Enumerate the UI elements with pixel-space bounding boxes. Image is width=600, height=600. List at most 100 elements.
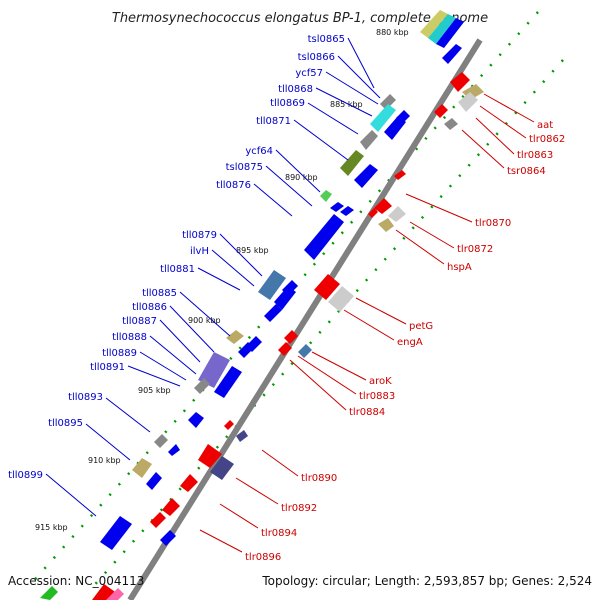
gene-arrow[interactable] (436, 18, 464, 48)
gene-label-tsr0864[interactable]: tsr0864 (507, 166, 546, 177)
gene-arrow[interactable] (360, 130, 378, 150)
leader-line (475, 117, 515, 155)
gene-label-hspA[interactable]: hspA (447, 262, 472, 273)
gene-label-tlr0894[interactable]: tlr0894 (261, 528, 297, 539)
gene-arrow[interactable] (396, 110, 410, 124)
gene-arrow[interactable] (368, 208, 378, 218)
gene-arrow[interactable] (198, 444, 222, 468)
gene-label-tll0881[interactable]: tll0881 (160, 264, 195, 275)
gene-label-tll0889[interactable]: tll0889 (102, 348, 137, 359)
gene-label-engA[interactable]: engA (397, 337, 423, 348)
gene-label-tll0871[interactable]: tll0871 (256, 116, 291, 127)
scale-910: 910 kbp (88, 456, 121, 465)
gene-label-tsl0866[interactable]: tsl0866 (298, 52, 335, 63)
gene-label-tlr0870[interactable]: tlr0870 (475, 218, 511, 229)
gene-label-tlr0883[interactable]: tlr0883 (359, 391, 395, 402)
gene-label-tlr0872[interactable]: tlr0872 (457, 244, 493, 255)
gene-arrow[interactable] (194, 378, 210, 394)
gene-label-tll0869[interactable]: tll0869 (270, 98, 305, 109)
gene-arrow[interactable] (198, 352, 230, 388)
gene-arrow[interactable] (320, 190, 332, 202)
reverse-strand-features (40, 10, 464, 600)
gene-arrow[interactable] (434, 104, 448, 118)
leader-line (347, 37, 375, 89)
gene-label-aroK[interactable]: aroK (369, 376, 392, 387)
gene-arrow[interactable] (284, 330, 298, 344)
gene-arrow[interactable] (160, 530, 176, 546)
gene-arrow[interactable] (458, 92, 478, 112)
gene-arrow[interactable] (188, 412, 204, 428)
gene-arrow[interactable] (374, 198, 392, 214)
gene-label-ilvH[interactable]: ilvH (190, 246, 209, 257)
gene-arrow[interactable] (162, 498, 180, 516)
gene-label-tlr0862[interactable]: tlr0862 (529, 134, 565, 145)
gene-label-tsl0865[interactable]: tsl0865 (308, 34, 345, 45)
gene-label-tlr0863[interactable]: tlr0863 (517, 150, 553, 161)
leader-line (149, 335, 197, 375)
gene-arrow[interactable] (380, 94, 396, 110)
gene-arrow[interactable] (450, 72, 470, 92)
gene-label-tll0879[interactable]: tll0879 (182, 230, 217, 241)
gene-label-tlr0892[interactable]: tlr0892 (281, 503, 317, 514)
gene-arrow[interactable] (370, 104, 396, 132)
gene-label-tll0891[interactable]: tll0891 (90, 362, 125, 373)
gene-arrow[interactable] (264, 304, 282, 322)
gene-arrow[interactable] (304, 214, 344, 260)
gene-arrow[interactable] (258, 270, 286, 300)
gene-arrow[interactable] (210, 456, 234, 480)
gene-arrow[interactable] (214, 366, 242, 398)
gene-arrow[interactable] (388, 206, 406, 222)
gene-arrow[interactable] (340, 206, 354, 216)
gene-label-tlr0884[interactable]: tlr0884 (349, 407, 385, 418)
gene-label-tll0899[interactable]: tll0899 (8, 470, 43, 481)
gene-arrow[interactable] (298, 344, 312, 358)
leader-line (169, 305, 215, 353)
gene-arrow[interactable] (428, 14, 456, 44)
gene-label-tlr0890[interactable]: tlr0890 (301, 473, 337, 484)
gene-label-tll0888[interactable]: tll0888 (112, 332, 147, 343)
gene-label-tll0876[interactable]: tll0876 (216, 180, 251, 191)
gene-label-petG[interactable]: petG (409, 321, 433, 332)
gene-label-tlr0896[interactable]: tlr0896 (245, 552, 281, 563)
gene-arrow[interactable] (444, 118, 458, 130)
leader-line (127, 365, 181, 387)
gene-arrow[interactable] (146, 472, 162, 490)
gene-arrow[interactable] (314, 274, 340, 300)
gene-arrow[interactable] (394, 170, 406, 180)
scale-885: 885 kbp (330, 100, 363, 109)
gene-label-tsl0875[interactable]: tsl0875 (226, 162, 263, 173)
gene-label-tll0886[interactable]: tll0886 (132, 302, 167, 313)
gene-arrow[interactable] (180, 474, 198, 492)
gene-label-tll0893[interactable]: tll0893 (68, 392, 103, 403)
leader-line (219, 233, 263, 277)
gene-label-aat[interactable]: aat (537, 120, 553, 131)
gene-arrow[interactable] (278, 342, 292, 356)
gene-arrow[interactable] (224, 420, 234, 430)
gene-arrow[interactable] (328, 286, 354, 312)
gene-arrow[interactable] (236, 430, 248, 442)
gene-arrow[interactable] (354, 164, 378, 188)
gene-label-tll0895[interactable]: tll0895 (48, 418, 83, 429)
gene-arrow[interactable] (132, 458, 152, 478)
gene-label-ycf64[interactable]: ycf64 (245, 146, 273, 157)
gene-arrow[interactable] (226, 330, 244, 344)
gene-arrow[interactable] (154, 434, 168, 448)
gene-label-tll0887[interactable]: tll0887 (122, 316, 157, 327)
gene-label-tll0868[interactable]: tll0868 (278, 84, 313, 95)
gene-arrow[interactable] (40, 586, 58, 600)
gene-arrow[interactable] (150, 512, 166, 528)
gene-label-tll0885[interactable]: tll0885 (142, 288, 177, 299)
gene-arrow[interactable] (106, 588, 124, 600)
gene-arrow[interactable] (340, 150, 364, 176)
gene-arrow[interactable] (282, 280, 298, 296)
gene-arrow[interactable] (442, 44, 462, 64)
gene-label-ycf57[interactable]: ycf57 (295, 68, 323, 79)
gene-arrow[interactable] (378, 218, 394, 232)
gene-arrow[interactable] (100, 516, 132, 550)
gene-arrow[interactable] (330, 202, 344, 212)
gene-arrow[interactable] (420, 10, 448, 38)
leader-line (219, 503, 259, 529)
leader-line (197, 267, 241, 291)
gene-arrow[interactable] (246, 336, 262, 352)
gene-arrow[interactable] (168, 444, 180, 456)
